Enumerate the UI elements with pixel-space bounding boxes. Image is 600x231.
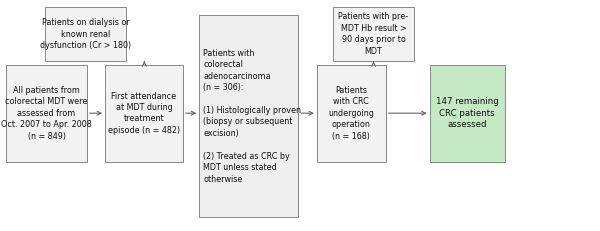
FancyBboxPatch shape	[105, 65, 183, 162]
FancyBboxPatch shape	[430, 65, 505, 162]
FancyBboxPatch shape	[6, 65, 87, 162]
Text: Patients
with CRC
undergoing
operation
(n = 168): Patients with CRC undergoing operation (…	[328, 86, 374, 141]
Text: Patients with
colorectal
adenocarcinoma
(n = 306):

(1) Histologically proven
(b: Patients with colorectal adenocarcinoma …	[203, 49, 301, 184]
FancyBboxPatch shape	[45, 7, 126, 61]
FancyBboxPatch shape	[317, 65, 386, 162]
Text: Patients with pre-
MDT Hb result >
90 days prior to
MDT: Patients with pre- MDT Hb result > 90 da…	[338, 12, 409, 56]
Text: 147 remaining
CRC patients
assessed: 147 remaining CRC patients assessed	[436, 97, 499, 129]
Text: First attendance
at MDT during
treatment
episode (n = 482): First attendance at MDT during treatment…	[108, 91, 180, 135]
FancyBboxPatch shape	[333, 7, 414, 61]
FancyBboxPatch shape	[199, 15, 298, 217]
Text: Patients on dialysis or
known renal
dysfunction (Cr > 180): Patients on dialysis or known renal dysf…	[40, 18, 131, 50]
Text: All patients from
colorectal MDT were
assessed from
Oct. 2007 to Apr. 2008
(n = : All patients from colorectal MDT were as…	[1, 86, 92, 141]
